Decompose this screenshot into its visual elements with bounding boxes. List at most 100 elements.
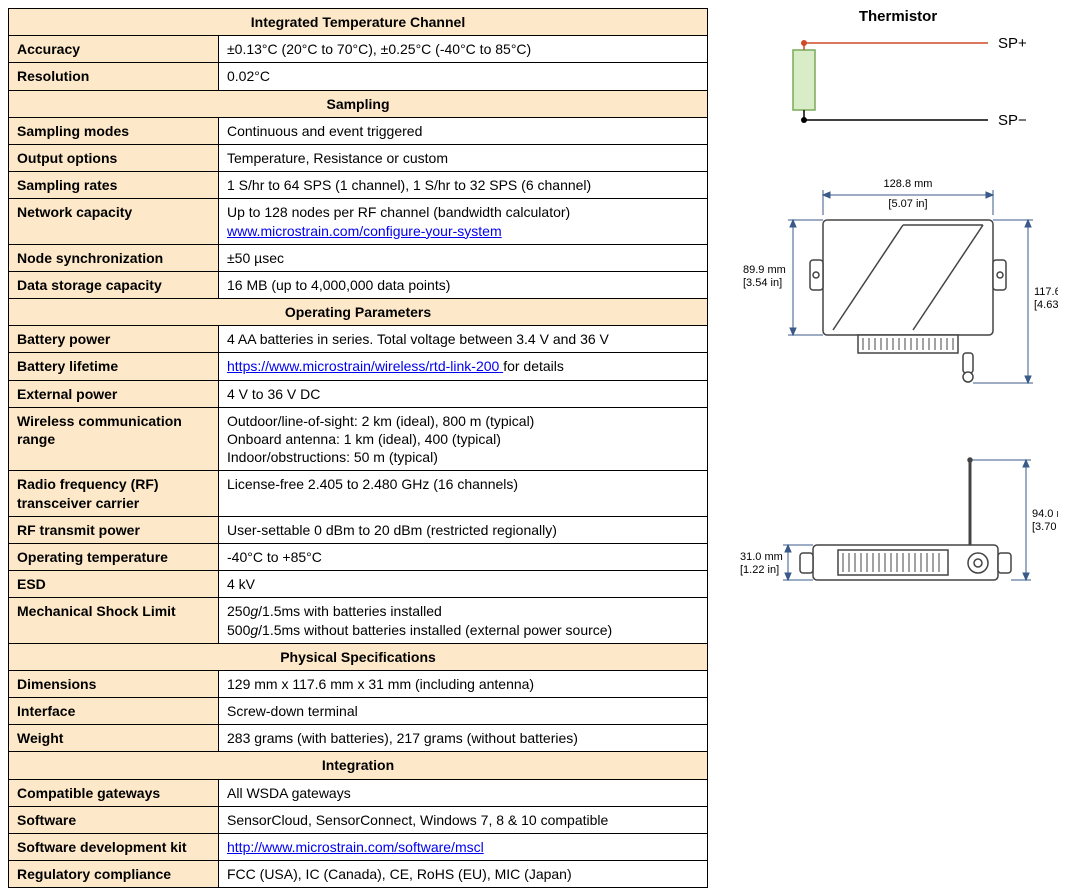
table-row: Dimensions129 mm x 117.6 mm x 31 mm (inc… <box>9 670 708 697</box>
table-row: Radio frequency (RF) transceiver carrier… <box>9 471 708 516</box>
table-row: Operating temperature-40°C to +85°C <box>9 543 708 570</box>
table-row: Output optionsTemperature, Resistance or… <box>9 144 708 171</box>
section-header: Operating Parameters <box>9 299 708 326</box>
table-row: Wireless communication rangeOutdoor/line… <box>9 407 708 471</box>
value-cell: ±50 µsec <box>219 244 708 271</box>
table-row: Network capacityUp to 128 nodes per RF c… <box>9 199 708 244</box>
param-cell: Battery power <box>9 326 219 353</box>
table-row: Resolution0.02°C <box>9 63 708 90</box>
value-cell: -40°C to +85°C <box>219 543 708 570</box>
param-cell: Resolution <box>9 63 219 90</box>
table-row: Software development kit http://www.micro… <box>9 834 708 861</box>
sp-minus-label: SP− <box>998 112 1027 129</box>
param-cell: Regulatory compliance <box>9 861 219 888</box>
table-row: Weight283 grams (with batteries), 217 gr… <box>9 725 708 752</box>
table-row: Regulatory complianceFCC (USA), IC (Cana… <box>9 861 708 888</box>
svg-text:[3.70 in]: [3.70 in] <box>1032 521 1058 533</box>
table-row: Mechanical Shock Limit250g/1.5ms with ba… <box>9 598 708 643</box>
value-cell: License-free 2.405 to 2.480 GHz (16 chan… <box>219 471 708 516</box>
value-cell: Screw-down terminal <box>219 698 708 725</box>
value-cell: 129 mm x 117.6 mm x 31 mm (including ant… <box>219 670 708 697</box>
param-cell: Sampling rates <box>9 172 219 199</box>
svg-text:89.9 mm: 89.9 mm <box>743 264 786 276</box>
param-cell: Data storage capacity <box>9 271 219 298</box>
svg-text:94.0 mm: 94.0 mm <box>1032 508 1058 520</box>
param-cell: Sampling modes <box>9 117 219 144</box>
value-cell: SensorCloud, SensorConnect, Windows 7, 8… <box>219 806 708 833</box>
side-view-diagram: 31.0 mm [1.22 in] 94.0 mm [3.70 in] <box>738 445 1058 605</box>
value-cell: 1 S/hr to 64 SPS (1 channel), 1 S/hr to … <box>219 172 708 199</box>
thermistor-diagram: Thermistor SP+ SP− <box>738 8 1058 135</box>
param-cell: Software <box>9 806 219 833</box>
param-cell: Radio frequency (RF) transceiver carrier <box>9 471 219 516</box>
link-mscl[interactable]: http://www.microstrain.com/software/mscl <box>227 839 484 855</box>
param-cell: Weight <box>9 725 219 752</box>
value-cell: 283 grams (with batteries), 217 grams (w… <box>219 725 708 752</box>
thermistor-title: Thermistor <box>738 8 1058 25</box>
link-configure-system[interactable]: www.microstrain.com/configure-your-syste… <box>227 223 502 239</box>
table-row: Sampling modesContinuous and event trigg… <box>9 117 708 144</box>
svg-text:[1.22 in]: [1.22 in] <box>740 564 779 576</box>
sp-plus-label: SP+ <box>998 35 1027 52</box>
param-cell: External power <box>9 380 219 407</box>
svg-text:[3.54 in]: [3.54 in] <box>743 277 782 289</box>
value-cell: Temperature, Resistance or custom <box>219 144 708 171</box>
value-cell: ±0.13°C (20°C to 70°C), ±0.25°C (-40°C t… <box>219 36 708 63</box>
value-cell: Up to 128 nodes per RF channel (bandwidt… <box>219 199 708 244</box>
value-cell: 4 kV <box>219 571 708 598</box>
table-row: Battery power4 AA batteries in series. T… <box>9 326 708 353</box>
table-row: ESD4 kV <box>9 571 708 598</box>
value-cell: FCC (USA), IC (Canada), CE, RoHS (EU), M… <box>219 861 708 888</box>
param-cell: Software development kit <box>9 834 219 861</box>
svg-text:[5.07 in]: [5.07 in] <box>888 198 927 210</box>
param-cell: Operating temperature <box>9 543 219 570</box>
thermistor-svg: SP+ SP− <box>738 25 1038 135</box>
value-cell: 250g/1.5ms with batteries installed500g/… <box>219 598 708 643</box>
param-cell: Interface <box>9 698 219 725</box>
table-row: InterfaceScrew-down terminal <box>9 698 708 725</box>
param-cell: RF transmit power <box>9 516 219 543</box>
param-cell: Mechanical Shock Limit <box>9 598 219 643</box>
section-header: Integration <box>9 752 708 779</box>
value-cell: Outdoor/line-of-sight: 2 km (ideal), 800… <box>219 407 708 471</box>
param-cell: ESD <box>9 571 219 598</box>
param-cell: Node synchronization <box>9 244 219 271</box>
section-header: Physical Specifications <box>9 643 708 670</box>
table-row: Data storage capacity16 MB (up to 4,000,… <box>9 271 708 298</box>
section-header: Integrated Temperature Channel <box>9 9 708 36</box>
top-view-svg: 128.8 mm [5.07 in] <box>738 175 1058 405</box>
table-row: Battery lifetime https://www.microstrain/… <box>9 353 708 380</box>
table-row: Sampling rates1 S/hr to 64 SPS (1 channe… <box>9 172 708 199</box>
svg-text:31.0 mm: 31.0 mm <box>740 551 783 563</box>
param-cell: Battery lifetime <box>9 353 219 380</box>
svg-text:128.8 mm: 128.8 mm <box>884 178 933 190</box>
param-cell: Wireless communication range <box>9 407 219 471</box>
param-cell: Accuracy <box>9 36 219 63</box>
svg-text:[4.63 in]: [4.63 in] <box>1034 299 1058 311</box>
side-view-svg: 31.0 mm [1.22 in] 94.0 mm [3.70 in] <box>738 445 1058 605</box>
value-cell: https://www.microstrain/wireless/rtd-lin… <box>219 353 708 380</box>
table-row: Node synchronization±50 µsec <box>9 244 708 271</box>
value-cell: 16 MB (up to 4,000,000 data points) <box>219 271 708 298</box>
svg-text:117.6mm: 117.6mm <box>1034 286 1058 298</box>
value-cell: 4 V to 36 V DC <box>219 380 708 407</box>
param-cell: Output options <box>9 144 219 171</box>
param-cell: Compatible gateways <box>9 779 219 806</box>
param-cell: Network capacity <box>9 199 219 244</box>
value-cell: 0.02°C <box>219 63 708 90</box>
top-view-diagram: 128.8 mm [5.07 in] <box>738 175 1058 405</box>
table-row: SoftwareSensorCloud, SensorConnect, Wind… <box>9 806 708 833</box>
table-row: RF transmit powerUser-settable 0 dBm to … <box>9 516 708 543</box>
section-header: Sampling <box>9 90 708 117</box>
table-row: Compatible gatewaysAll WSDA gateways <box>9 779 708 806</box>
value-cell: 4 AA batteries in series. Total voltage … <box>219 326 708 353</box>
spec-table: Integrated Temperature ChannelAccuracy±0… <box>8 8 708 888</box>
link-rtd-link-200[interactable]: https://www.microstrain/wireless/rtd-lin… <box>227 358 503 374</box>
value-cell: All WSDA gateways <box>219 779 708 806</box>
value-cell: User-settable 0 dBm to 20 dBm (restricte… <box>219 516 708 543</box>
param-cell: Dimensions <box>9 670 219 697</box>
value-cell: http://www.microstrain.com/software/mscl <box>219 834 708 861</box>
value-cell: Continuous and event triggered <box>219 117 708 144</box>
table-row: Accuracy±0.13°C (20°C to 70°C), ±0.25°C … <box>9 36 708 63</box>
table-row: External power4 V to 36 V DC <box>9 380 708 407</box>
